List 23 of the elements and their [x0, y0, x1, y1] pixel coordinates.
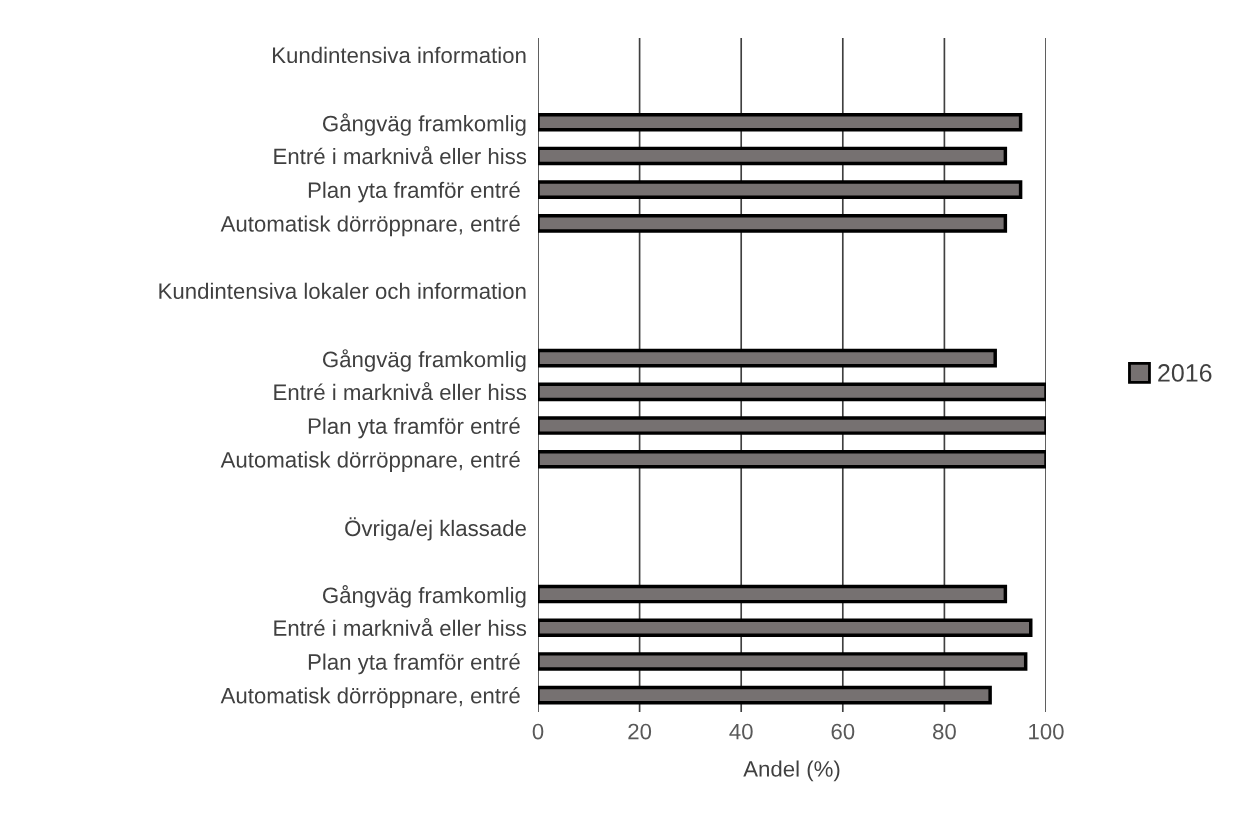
x-tick-label: 0: [532, 723, 544, 740]
x-tick-label: 100: [1029, 723, 1064, 740]
y-tick-label: Automatisk dörröppnare, entré: [220, 451, 520, 473]
y-tick-label: Övriga/ej klassade: [345, 517, 526, 541]
y-tick-label: Gångväg framkomlig: [323, 113, 526, 136]
y-tick-label: Entré i marknivå eller hiss: [274, 146, 527, 165]
y-tick-label: Entré i marknivå eller hiss: [274, 381, 527, 401]
y-tick-label: Automatisk dörröppnare, entré: [220, 686, 520, 708]
y-tick-label: Automatisk dörröppnare, entré: [220, 215, 520, 237]
y-tick-label: Plan yta framför entré: [308, 653, 520, 675]
x-tick-label: 60: [831, 723, 855, 740]
x-axis-title: Andel (%): [743, 760, 840, 782]
legend-label: 2016: [1158, 364, 1212, 382]
x-tick-label: 80: [933, 723, 956, 740]
y-tick-label: Entré i marknivå eller hiss: [274, 617, 527, 637]
y-tick-label: Plan yta framför entré: [308, 417, 520, 439]
x-tick-label: 20: [628, 723, 652, 740]
x-tick-label: 40: [729, 723, 753, 740]
y-tick-label: Kundintensiva lokaler och information: [159, 282, 526, 300]
y-tick-label: Gångväg framkomlig: [323, 349, 526, 372]
y-tick-label: Kundintensiva information: [273, 46, 526, 64]
y-tick-label: Gångväg framkomlig: [323, 585, 526, 608]
y-tick-label: Plan yta framför entré: [308, 181, 520, 203]
